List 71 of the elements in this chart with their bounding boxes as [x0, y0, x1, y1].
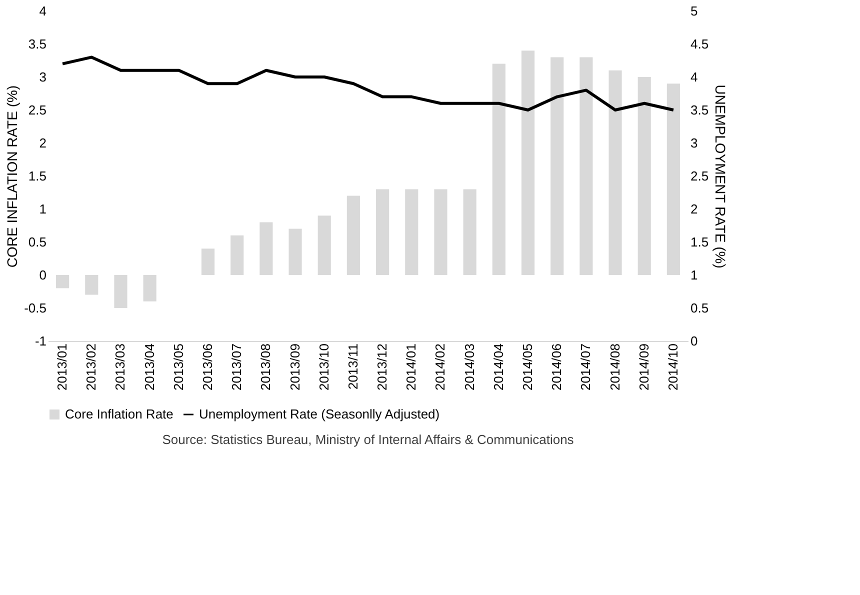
y-tick-label: 1: [39, 202, 46, 216]
bar: [318, 216, 331, 275]
bar: [143, 275, 156, 302]
y-tick-label: 3: [39, 70, 46, 84]
y2-tick-label: 4: [690, 70, 698, 84]
x-tick-label: 2013/08: [258, 344, 274, 390]
x-tick-label: 2013/04: [142, 344, 157, 390]
y2-tick-label: 3: [690, 136, 698, 150]
x-tick-label: 2014/03: [462, 344, 477, 390]
bar: [346, 196, 360, 275]
y2-tick-label: 0: [690, 334, 698, 348]
x-tick-label: 2013/09: [287, 344, 302, 390]
y-tick-label: 0.5: [28, 234, 46, 250]
x-tick-label: 2014/01: [404, 344, 419, 390]
x-tick-label: 2013/12: [374, 344, 390, 390]
bar: [666, 84, 680, 275]
bar: [463, 189, 476, 275]
x-tick-label: 2014/08: [607, 344, 622, 390]
x-tick-label: 2013/05: [170, 344, 186, 390]
x-tick-label: 2014/10: [665, 344, 680, 390]
bar: [608, 70, 622, 275]
y-axis-title: CORE INFLATION RATE (%): [4, 85, 20, 268]
x-tick-label: 2014/04: [490, 344, 506, 390]
x-tick-label: 2013/01: [54, 344, 70, 390]
bar: [521, 50, 535, 275]
y2-axis-title: UNEMPLOYMENT RATE (%): [712, 84, 729, 268]
y-tick-label: -1: [34, 334, 46, 348]
bar: [230, 235, 244, 275]
y-tick-label: 2.5: [28, 102, 46, 118]
bar: [260, 222, 273, 275]
y2-tick-label: 2: [690, 202, 698, 216]
y2-tick-label: 0.5: [690, 300, 709, 316]
y2-tick-label: 4.5: [690, 36, 709, 52]
y2-tick-label: 1: [690, 268, 698, 282]
y-tick-label: 1.5: [28, 168, 46, 184]
bar: [114, 275, 128, 308]
bar: [85, 275, 98, 295]
x-tick-label: 2014/09: [636, 344, 652, 390]
x-tick-label: 2013/03: [112, 344, 128, 390]
y-tick-label: 0: [39, 268, 46, 282]
y2-tick-label: 1.5: [690, 234, 709, 250]
x-tick-label: 2013/07: [229, 344, 244, 390]
bar: [434, 189, 448, 275]
source-note: Source: Statistics Bureau, Ministry of Internal Affairs & Communications: [162, 432, 574, 447]
bar: [56, 275, 70, 288]
y2-tick-label: 5: [690, 4, 698, 18]
bar: [550, 57, 564, 275]
x-tick-label: 2013/02: [84, 344, 99, 390]
x-tick-label: 2013/10: [316, 344, 332, 390]
y2-tick-label: 3.5: [690, 102, 709, 118]
x-tick-label: 2014/05: [520, 344, 535, 390]
x-tick-label: 2014/07: [578, 344, 594, 390]
x-tick-label: 2014/06: [549, 344, 564, 390]
bar: [376, 189, 390, 275]
bar: [288, 228, 302, 275]
y-tick-label: 3.5: [28, 36, 46, 52]
y-tick-label: 2: [39, 136, 46, 150]
x-tick-label: 2013/06: [200, 344, 215, 390]
bar: [580, 57, 593, 275]
x-tick-label: 2013/11: [345, 344, 360, 390]
bar: [492, 64, 506, 275]
x-tick-label: 2014/02: [432, 344, 448, 390]
legend-label: Unemployment Rate (Seasonlly Adjusted): [199, 406, 440, 422]
y2-tick-label: 2.5: [690, 168, 709, 184]
legend-label: Core Inflation Rate: [65, 406, 174, 422]
line-series: [61, 56, 675, 112]
y-tick-label: 4: [39, 4, 46, 18]
bar: [638, 77, 651, 275]
bar: [405, 189, 418, 275]
y-tick-label: -0.5: [24, 300, 46, 316]
bar: [201, 248, 215, 275]
